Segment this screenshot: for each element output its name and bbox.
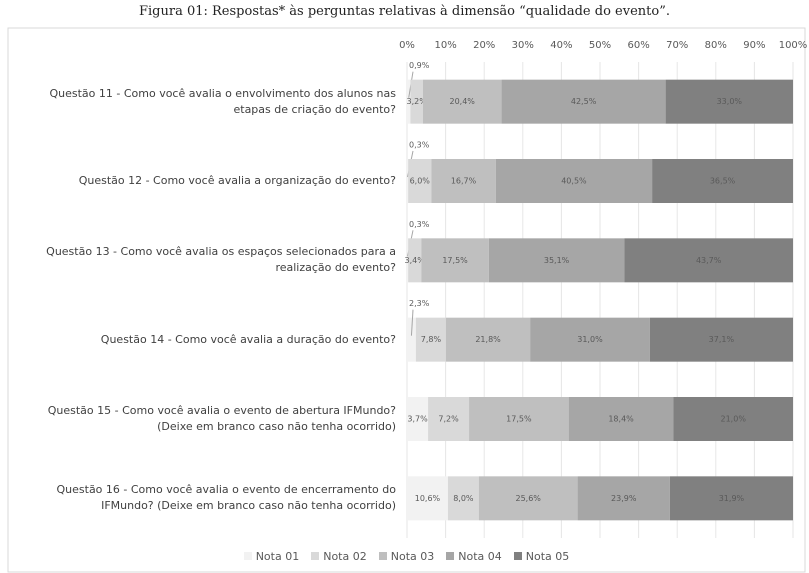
legend-label: Nota 01 <box>255 550 300 563</box>
bar-segment <box>415 317 446 362</box>
bar-segment <box>431 159 496 203</box>
legend-item: Nota 01 <box>243 550 300 563</box>
legend-swatch <box>311 552 320 560</box>
x-tick-label: 80% <box>705 40 727 51</box>
x-tick-label: 60% <box>627 40 649 51</box>
value-label: 3,2% <box>406 97 427 106</box>
value-label: 43,7% <box>696 256 722 265</box>
value-label: 18,4% <box>608 415 634 424</box>
value-label: 37,1% <box>709 335 735 344</box>
value-label: 3,4% <box>405 256 426 265</box>
bar-segment <box>408 238 422 283</box>
x-tick-label: 20% <box>473 40 495 51</box>
bar-segment <box>408 159 432 203</box>
leader-line <box>410 309 414 336</box>
bar-segment <box>469 397 569 441</box>
bar-segment <box>407 159 409 203</box>
x-tick-label: 0% <box>399 40 415 51</box>
legend-swatch <box>243 552 252 560</box>
value-label: 7,2% <box>438 415 459 424</box>
x-tick-label: 50% <box>589 40 611 51</box>
bar-segment <box>501 79 666 124</box>
chart-title: Figura 01: Respostas* às perguntas relat… <box>139 4 670 19</box>
bar-segment <box>568 397 674 441</box>
bar-segment <box>495 159 653 203</box>
legend-label: Nota 05 <box>525 550 570 563</box>
value-label: 3,7% <box>407 415 428 424</box>
x-tick-label: 10% <box>434 40 456 51</box>
bar-segment <box>652 159 793 203</box>
value-label: 8,0% <box>453 494 474 503</box>
category-label: Questão 14 - Como você avalia a duração … <box>100 332 396 346</box>
bar-segment <box>669 476 793 521</box>
value-label: 2,3% <box>409 299 430 308</box>
x-tick-label: 30% <box>512 40 534 51</box>
x-tick-label: 70% <box>666 40 688 51</box>
bar-segment <box>665 79 793 124</box>
category-label: Questão 15 - Como você avalia o evento d… <box>47 404 396 433</box>
value-label: 17,5% <box>506 415 532 424</box>
bar-segment <box>407 317 416 362</box>
category-label: Questão 11 - Como você avalia o envolvim… <box>49 86 396 116</box>
value-label: 0,3% <box>409 220 430 229</box>
category-label: Questão 12 - Como você avalia a organiza… <box>78 174 396 187</box>
value-label: 16,7% <box>451 177 477 186</box>
bar-segment <box>422 79 502 124</box>
legend-label: Nota 04 <box>458 550 502 563</box>
bar-segment <box>407 79 411 124</box>
value-label: 40,5% <box>561 177 587 186</box>
bar-segment <box>407 397 429 441</box>
legend-item: Nota 02 <box>311 550 367 563</box>
legend-item: Nota 05 <box>513 550 570 563</box>
value-label: 6,0% <box>410 177 431 186</box>
value-label: 21,0% <box>721 415 747 424</box>
x-tick-label: 90% <box>743 40 765 51</box>
value-label: 21,8% <box>475 335 501 344</box>
bar-segment <box>410 79 423 124</box>
chart-border <box>7 27 806 573</box>
legend-item: Nota 03 <box>378 550 435 563</box>
value-label: 33,0% <box>717 97 743 106</box>
value-label: 25,6% <box>515 494 541 503</box>
bar-segment <box>421 238 489 283</box>
value-label: 7,8% <box>421 335 442 344</box>
x-tick-label: 40% <box>550 40 572 51</box>
category-label: Questão 13 - Como você avalia os espaços… <box>46 245 396 275</box>
value-label: 17,5% <box>442 256 468 265</box>
bar-segment <box>488 238 625 283</box>
value-label: 35,1% <box>544 256 570 265</box>
value-label: 10,6% <box>415 494 441 503</box>
bar-segment <box>673 397 793 441</box>
x-tick-label: 100% <box>779 40 808 51</box>
value-label: 23,9% <box>611 494 637 503</box>
legend-label: Nota 03 <box>390 550 435 563</box>
value-label: 0,9% <box>409 61 430 70</box>
value-label: 20,4% <box>449 97 475 106</box>
value-label: 31,9% <box>719 494 745 503</box>
legend-swatch <box>446 552 455 560</box>
value-label: 42,5% <box>571 97 597 106</box>
legend-swatch <box>513 552 522 560</box>
legend-item: Nota 04 <box>446 550 502 563</box>
bar-segment <box>649 317 793 362</box>
bar-segment <box>445 317 531 362</box>
legend-label: Nota 02 <box>323 550 367 563</box>
bar-segment <box>428 397 470 441</box>
value-label: 36,5% <box>710 177 736 186</box>
legend-swatch <box>378 552 387 560</box>
bar-segment <box>447 476 479 521</box>
bar-segment <box>530 317 650 362</box>
bar-segment <box>407 476 448 521</box>
bar-segment <box>577 476 670 521</box>
value-label: 0,3% <box>409 141 430 150</box>
bar-segment <box>407 238 409 283</box>
value-label: 31,0% <box>577 335 603 344</box>
category-label: Questão 16 - Como você avalia o evento d… <box>56 483 397 513</box>
bar-segment <box>478 476 578 521</box>
bar-segment <box>624 238 793 283</box>
legend: Nota 01 Nota 02 Nota 03 Nota 04 Nota 05 <box>8 550 805 563</box>
